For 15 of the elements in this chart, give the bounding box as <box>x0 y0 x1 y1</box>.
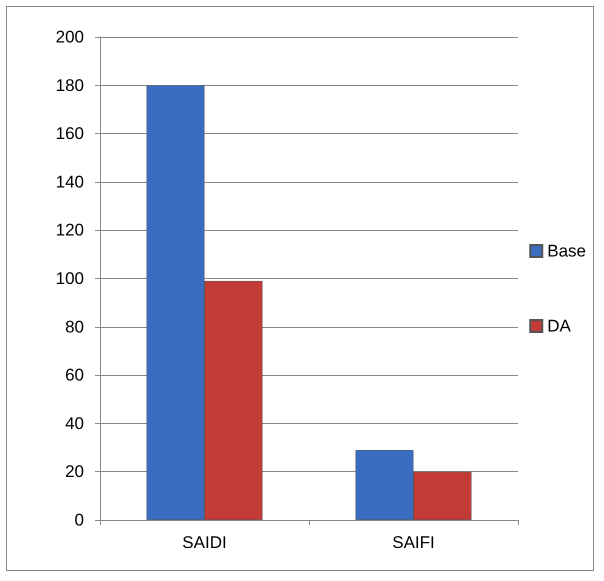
y-tick-label: 80 <box>65 317 84 336</box>
y-tick-label: 0 <box>74 510 84 530</box>
legend-label: DA <box>547 316 572 336</box>
y-tick-label: 120 <box>56 220 84 240</box>
legend-label: Base <box>547 242 586 260</box>
y-tick-label: 200 <box>56 28 84 46</box>
y-tick-label: 180 <box>56 76 84 95</box>
y-tick-label: 60 <box>65 366 84 385</box>
y-tick-label: 20 <box>65 462 84 482</box>
y-tick-label: 140 <box>56 172 84 192</box>
y-tick-label: 40 <box>65 414 84 433</box>
y-tick-label: 160 <box>56 124 84 144</box>
y-tick-label: 100 <box>56 269 84 288</box>
x-tick-label: SAIDI <box>182 533 227 552</box>
x-tick-label: SAIFI <box>392 533 435 552</box>
